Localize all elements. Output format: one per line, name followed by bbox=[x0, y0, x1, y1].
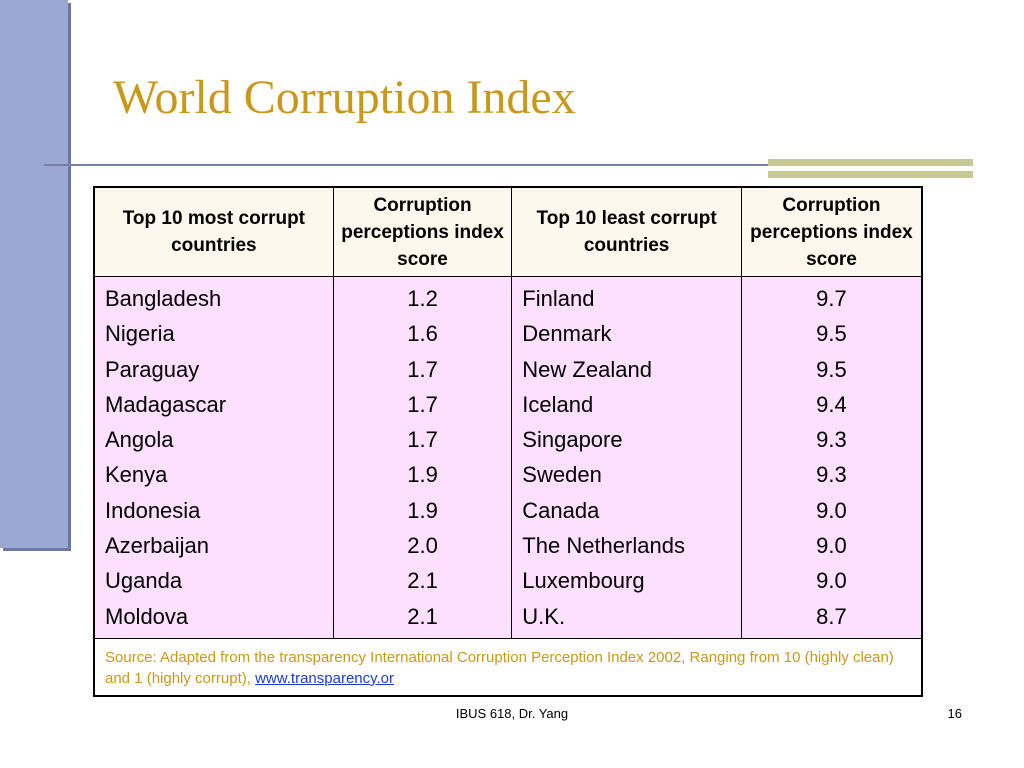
list-item: U.K. bbox=[522, 603, 566, 629]
list-item: New Zealand bbox=[522, 356, 652, 382]
list-item: 9.3 bbox=[816, 462, 847, 488]
list-item: 1.7 bbox=[407, 356, 438, 382]
list-item: 1.7 bbox=[407, 427, 438, 453]
most-corrupt-country-list: Bangladesh Nigeria Paraguay Madagascar A… bbox=[93, 276, 334, 639]
list-item: 9.0 bbox=[816, 568, 847, 594]
corruption-index-table: Top 10 most corrupt countries Corruption… bbox=[93, 186, 923, 697]
list-item: The Netherlands bbox=[522, 533, 685, 559]
header-score-least: Corruption perceptions index score bbox=[740, 186, 923, 277]
list-item: Nigeria bbox=[105, 321, 175, 347]
list-item: 9.4 bbox=[816, 391, 847, 417]
title-divider bbox=[44, 164, 768, 166]
list-item: Azerbaijan bbox=[105, 533, 209, 559]
source-text: Source: Adapted from the transparency In… bbox=[105, 648, 894, 687]
table-body-row: Bangladesh Nigeria Paraguay Madagascar A… bbox=[93, 276, 923, 639]
list-item: 9.7 bbox=[816, 286, 847, 311]
list-item: 1.6 bbox=[407, 321, 438, 347]
list-item: Madagascar bbox=[105, 391, 227, 417]
table-source-row: Source: Adapted from the transparency In… bbox=[93, 637, 923, 697]
list-item: 9.0 bbox=[816, 533, 847, 559]
header-score-most: Corruption perceptions index score bbox=[332, 186, 513, 277]
list-item: Sweden bbox=[522, 462, 602, 488]
least-corrupt-country-list: Finland Denmark New Zealand Iceland Sing… bbox=[511, 276, 742, 639]
least-corrupt-score-list: 9.7 9.5 9.5 9.4 9.3 9.3 9.0 9.0 9.0 8.7 bbox=[740, 276, 923, 639]
list-item: 2.0 bbox=[407, 533, 438, 559]
header-least-corrupt: Top 10 least corrupt countries bbox=[511, 186, 742, 277]
list-item: 9.3 bbox=[816, 427, 847, 453]
list-item: Uganda bbox=[105, 568, 183, 594]
list-item: 2.1 bbox=[407, 568, 438, 594]
page-number: 16 bbox=[947, 706, 962, 721]
list-item: 8.7 bbox=[816, 603, 847, 629]
left-decorative-bar bbox=[0, 0, 68, 548]
header-most-corrupt: Top 10 most corrupt countries bbox=[93, 186, 334, 277]
list-item: Iceland bbox=[522, 391, 594, 417]
list-item: Paraguay bbox=[105, 356, 200, 382]
list-item: Angola bbox=[105, 427, 174, 453]
list-item: Denmark bbox=[522, 321, 612, 347]
title-accent-stripe bbox=[768, 159, 973, 166]
list-item: Canada bbox=[522, 497, 600, 523]
list-item: Singapore bbox=[522, 427, 623, 453]
list-item: 1.9 bbox=[407, 497, 438, 523]
list-item: Kenya bbox=[105, 462, 168, 488]
list-item: Bangladesh bbox=[105, 286, 222, 311]
list-item: 1.2 bbox=[407, 286, 438, 311]
footer-course: IBUS 618, Dr. Yang bbox=[455, 706, 569, 721]
list-item: Luxembourg bbox=[522, 568, 645, 594]
list-item: Finland bbox=[522, 286, 595, 311]
most-corrupt-score-list: 1.2 1.6 1.7 1.7 1.7 1.9 1.9 2.0 2.1 2.1 bbox=[332, 276, 513, 639]
list-item: 9.0 bbox=[816, 497, 847, 523]
list-item: 1.9 bbox=[407, 462, 438, 488]
list-item: 2.1 bbox=[407, 603, 438, 629]
slide-title: World Corruption Index bbox=[113, 71, 576, 124]
title-accent-stripe bbox=[768, 171, 973, 178]
list-item: Moldova bbox=[105, 603, 189, 629]
list-item: 9.5 bbox=[816, 356, 847, 382]
table-header-row: Top 10 most corrupt countries Corruption… bbox=[93, 186, 923, 277]
source-link[interactable]: www.transparency.or bbox=[255, 669, 395, 687]
source-note: Source: Adapted from the transparency In… bbox=[93, 637, 923, 697]
list-item: Indonesia bbox=[105, 497, 201, 523]
list-item: 9.5 bbox=[816, 321, 847, 347]
list-item: 1.7 bbox=[407, 391, 438, 417]
